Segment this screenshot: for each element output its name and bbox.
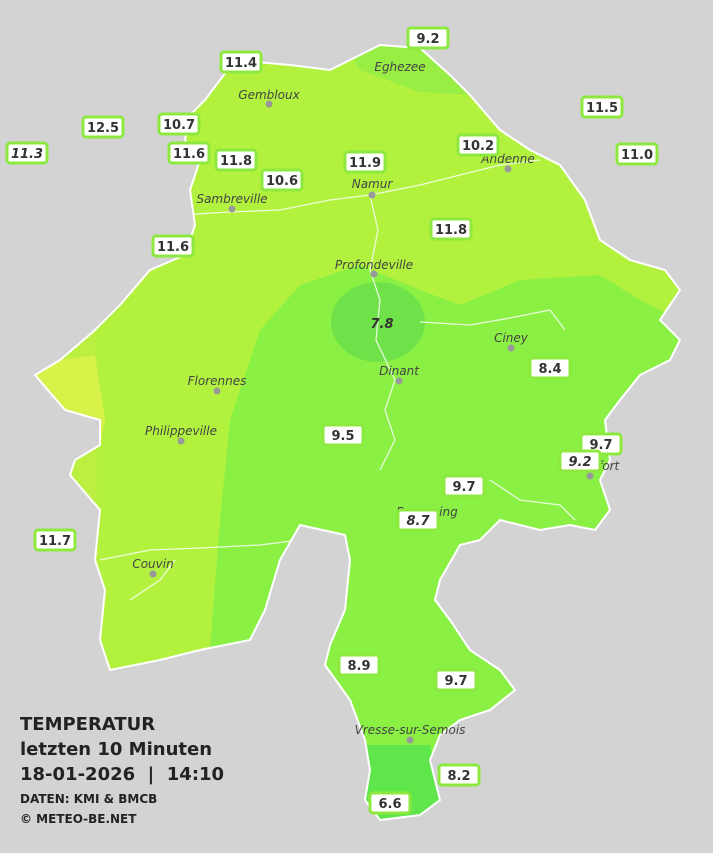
place-label: Dinant: [379, 364, 420, 378]
reading-box: [343, 150, 387, 174]
reading-value: 11.5: [586, 101, 618, 116]
place-dot: [177, 437, 185, 445]
place-dot: [395, 377, 403, 385]
reading-box: [528, 356, 572, 380]
place-dot: [406, 736, 414, 744]
place-dot: [370, 270, 378, 278]
reading-box: [429, 217, 473, 241]
place-label: Ciney: [494, 331, 529, 345]
reading-value: 7.8: [370, 317, 393, 332]
reading-box: [580, 95, 624, 119]
reading-value: 9.7: [444, 674, 467, 689]
reading-box: [456, 133, 500, 157]
legend-title: TEMPERATUR: [20, 714, 155, 735]
place-dot: [213, 387, 221, 395]
reading-box: [442, 474, 486, 498]
reading-value: 8.9: [347, 659, 370, 674]
reading-box: [167, 141, 211, 165]
reading-value: 11.6: [173, 147, 205, 162]
reading-box: [81, 115, 125, 139]
reading-box: [219, 50, 263, 74]
reading-box: [396, 508, 440, 532]
reading-value: 9.2: [568, 455, 591, 470]
reading-box: [615, 142, 659, 166]
reading-value: 9.7: [589, 438, 612, 453]
place-label: Sambreville: [196, 192, 267, 206]
reading-box: [437, 763, 481, 787]
place-label: Gembloux: [238, 88, 300, 102]
reading-box: [368, 791, 412, 815]
place-dot: [507, 344, 515, 352]
reading-value: 11.3: [11, 147, 43, 162]
reading-value: 10.2: [462, 139, 494, 154]
reading-value: 11.8: [435, 223, 467, 238]
place-dot: [504, 165, 512, 173]
reading-value: 11.7: [39, 534, 71, 549]
legend-copyright: © METEO-BE.NET: [20, 812, 137, 826]
reading-value: 11.0: [621, 148, 653, 163]
reading-value: 11.4: [225, 56, 257, 71]
reading-box: [151, 234, 195, 258]
reading-value: 6.6: [378, 797, 401, 812]
reading-value: 8.7: [406, 514, 430, 529]
reading-value: 10.7: [163, 118, 195, 133]
place-label: Florennes: [188, 374, 247, 388]
reading-value: 9.2: [416, 32, 439, 47]
reading-value: 8.2: [447, 769, 470, 784]
reading-box: [214, 148, 258, 172]
reading-box: [337, 653, 381, 677]
reading-box: [33, 528, 77, 552]
legend-timestamp: 18-01-2026 | 14:10: [20, 764, 224, 785]
reading-value: 9.5: [331, 429, 354, 444]
place-dot: [368, 191, 376, 199]
reading-value: 11.8: [220, 154, 252, 169]
place-dot: [265, 100, 273, 108]
place-label: Vresse-sur-Semois: [355, 723, 466, 737]
place-label: Profondeville: [335, 258, 413, 272]
reading-box: [321, 423, 365, 447]
reading-value: 11.6: [157, 240, 189, 255]
reading-box: [157, 112, 201, 136]
place-dot: [228, 205, 236, 213]
place-label: Namur: [352, 177, 394, 191]
reading-value: 10.6: [266, 174, 298, 189]
legend-period: letzten 10 Minuten: [20, 739, 212, 760]
reading-box: [558, 449, 602, 473]
place-label: Philippeville: [145, 424, 217, 438]
reading-box: [5, 141, 49, 165]
place-label: Couvin: [132, 557, 173, 571]
place-label: Eghezee: [374, 60, 425, 74]
place-dot: [586, 472, 594, 480]
reading-value: 9.7: [452, 480, 475, 495]
legend-source: DATEN: KMI & BMCB: [20, 792, 157, 806]
reading-value: 8.4: [538, 362, 561, 377]
reading-box: [406, 26, 450, 50]
reading-box: [434, 668, 478, 692]
province-border: [33, 43, 682, 822]
reading-value: 12.5: [87, 121, 119, 136]
reading-box: [260, 168, 304, 192]
place-dot: [149, 570, 157, 578]
reading-value: 11.9: [349, 156, 381, 171]
